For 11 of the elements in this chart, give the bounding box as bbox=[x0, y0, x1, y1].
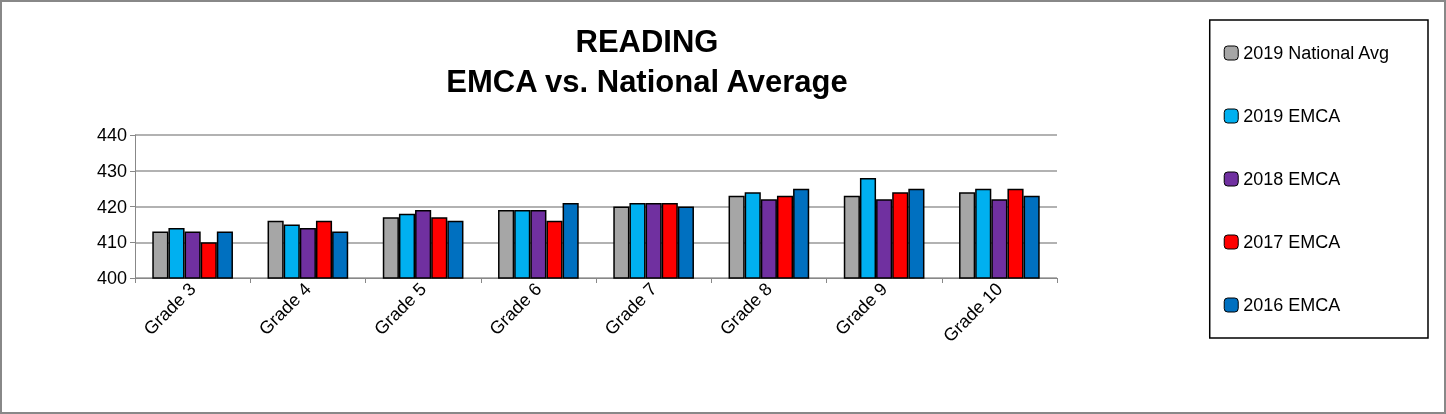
legend-label: 2019 EMCA bbox=[1243, 106, 1341, 126]
y-tick-label: 440 bbox=[96, 125, 127, 145]
y-tick-label: 410 bbox=[96, 232, 127, 253]
legend-label: 2019 National Avg bbox=[1243, 43, 1390, 63]
y-tick-label: 430 bbox=[96, 160, 127, 181]
y-tick-label: 420 bbox=[96, 196, 127, 217]
y-tick-label: 400 bbox=[96, 268, 127, 288]
legend-label: 2018 EMCA bbox=[1243, 169, 1341, 189]
legend-label: 2017 EMCA bbox=[1243, 232, 1341, 252]
chart-title: READING EMCA vs. National Average bbox=[446, 23, 848, 99]
legend-label: 2016 EMCA bbox=[1243, 295, 1341, 315]
